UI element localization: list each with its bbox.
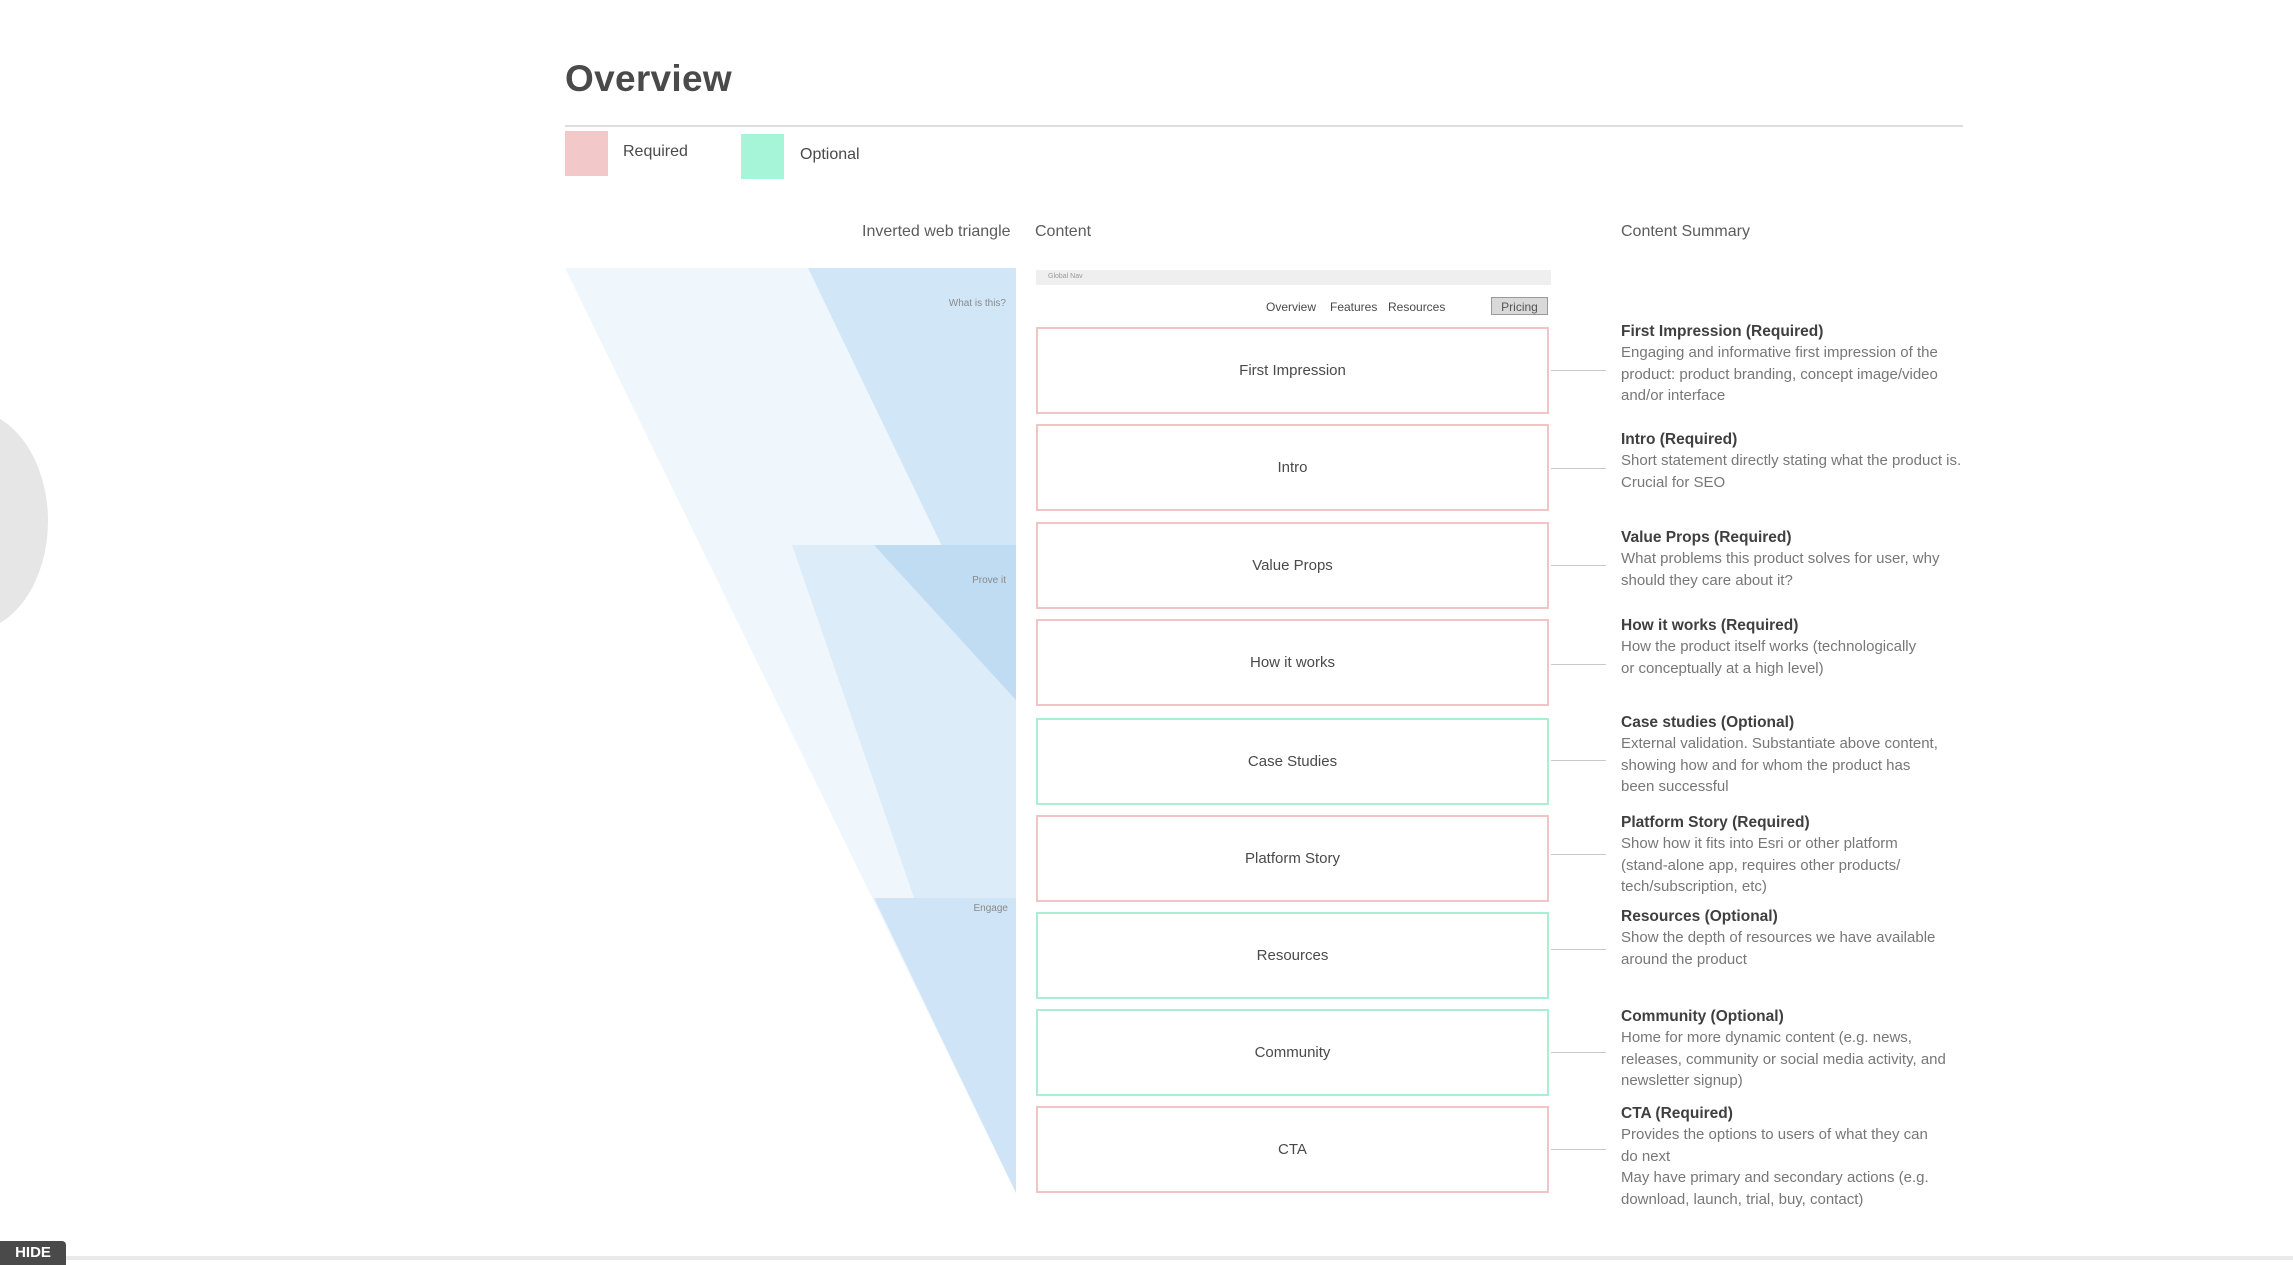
bottom-strip	[0, 1256, 2293, 1260]
legend-optional-swatch	[741, 134, 784, 179]
section-how-it-works: How it works	[1036, 619, 1549, 706]
summary-description: Show the depth of resources we have avai…	[1621, 929, 1936, 968]
summary-community: Community (Optional) Home for more dynam…	[1621, 1007, 2001, 1092]
global-nav-bar: Global Nav	[1036, 270, 1551, 285]
nav-link-features[interactable]: Features	[1330, 300, 1378, 314]
summary-title: Value Props (Required)	[1621, 529, 1792, 546]
summary-value-props: Value Props (Required) What problems thi…	[1621, 528, 2001, 591]
connector-line	[1551, 468, 1606, 469]
connector-line	[1551, 664, 1606, 665]
connector-line	[1551, 1052, 1606, 1053]
section-value-props: Value Props	[1036, 522, 1549, 609]
summary-title: Community (Optional)	[1621, 1008, 1784, 1025]
summary-title: Case studies (Optional)	[1621, 714, 1795, 731]
legend-optional-label: Optional	[800, 146, 860, 163]
summary-title: CTA (Required)	[1621, 1105, 1733, 1122]
legend-required-label: Required	[623, 143, 688, 160]
summary-platform-story: Platform Story (Required) Show how it fi…	[1621, 813, 2001, 898]
connector-line	[1551, 760, 1606, 761]
summary-case-studies: Case studies (Optional) External validat…	[1621, 713, 2001, 798]
global-nav-label: Global Nav	[1048, 273, 1083, 280]
summary-title: Resources (Optional)	[1621, 908, 1778, 925]
nav-link-resources[interactable]: Resources	[1388, 300, 1446, 314]
legend-required-swatch	[565, 131, 608, 176]
section-first-impression: First Impression	[1036, 327, 1549, 414]
stage-label-what: What is this?	[948, 298, 1006, 309]
summary-title: How it works (Required)	[1621, 617, 1799, 634]
summary-title: First Impression (Required)	[1621, 323, 1824, 340]
connector-line	[1551, 949, 1606, 950]
summary-description: How the product itself works (technologi…	[1621, 638, 1917, 677]
inverted-web-triangle	[565, 268, 1016, 1193]
column-header-content: Content	[1035, 223, 1092, 240]
section-cta: CTA	[1036, 1106, 1549, 1193]
page-title: Overview	[565, 58, 732, 99]
connector-line	[1551, 854, 1606, 855]
summary-title: Intro (Required)	[1621, 431, 1738, 448]
title-divider	[565, 125, 1963, 127]
connector-line	[1551, 1149, 1606, 1150]
section-community: Community	[1036, 1009, 1549, 1096]
summary-title: Platform Story (Required)	[1621, 814, 1810, 831]
summary-first-impression: First Impression (Required) Engaging and…	[1621, 322, 2001, 407]
column-header-summary: Content Summary	[1621, 223, 1750, 240]
section-platform-story: Platform Story	[1036, 815, 1549, 902]
summary-description: Provides the options to users of what th…	[1621, 1126, 1929, 1208]
summary-intro: Intro (Required) Short statement directl…	[1621, 430, 2001, 493]
summary-cta: CTA (Required) Provides the options to u…	[1621, 1104, 2001, 1210]
section-resources: Resources	[1036, 912, 1549, 999]
column-header-triangle: Inverted web triangle	[862, 223, 1011, 240]
section-intro: Intro	[1036, 424, 1549, 511]
stage-label-prove: Prove it	[972, 575, 1006, 586]
section-case-studies: Case Studies	[1036, 718, 1549, 805]
hide-button[interactable]: HIDE	[0, 1241, 66, 1265]
summary-description: Show how it fits into Esri or other plat…	[1621, 835, 1901, 895]
stage-label-engage: Engage	[973, 903, 1008, 914]
summary-description: External validation. Substantiate above …	[1621, 735, 1938, 795]
connector-line	[1551, 565, 1606, 566]
nav-link-overview[interactable]: Overview	[1266, 300, 1317, 314]
summary-description: What problems this product solves for us…	[1621, 550, 1940, 589]
summary-description: Engaging and informative first impressio…	[1621, 344, 1938, 404]
summary-resources: Resources (Optional) Show the depth of r…	[1621, 907, 2001, 970]
summary-description: Home for more dynamic content (e.g. news…	[1621, 1029, 1946, 1089]
summary-description: Short statement directly stating what th…	[1621, 452, 1962, 491]
summary-how-it-works: How it works (Required) How the product …	[1621, 616, 2001, 679]
side-circle-decoration	[0, 410, 48, 632]
pricing-button[interactable]: Pricing	[1491, 297, 1548, 315]
connector-line	[1551, 370, 1606, 371]
